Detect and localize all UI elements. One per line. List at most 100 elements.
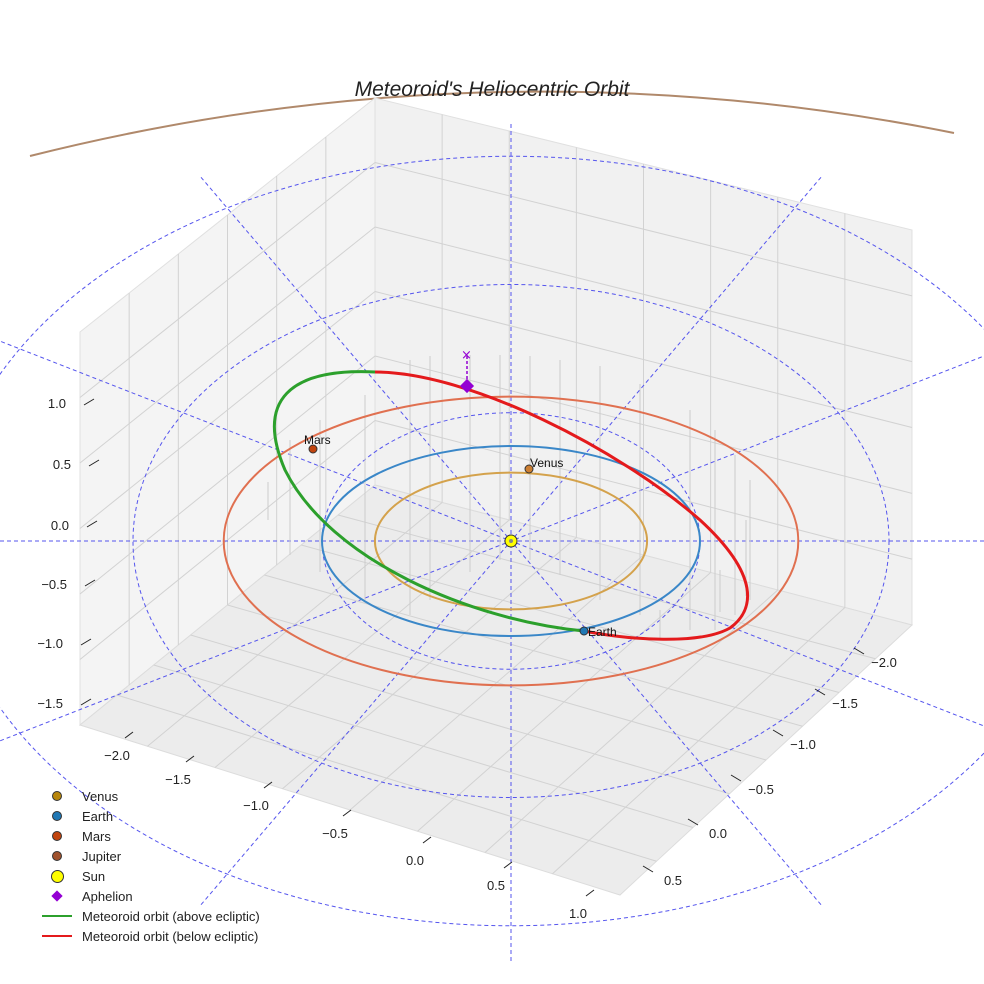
meteoroid-orbit-above [273,370,585,633]
z-tick-label-mark [84,579,96,587]
venus-marker [524,464,534,474]
gridline [349,554,644,811]
x-tick-label-mark [585,889,595,897]
legend: Venus Earth Mars Jupiter Sun Aphelion Meteoroi… [40,786,260,946]
x-tick-label: −1.0 [243,798,269,813]
z-axis-ticks: 1.0 0.5 0.0 −0.5 −1.0 −1.5 [37,396,100,711]
z-tick-label: −1.0 [37,636,63,651]
earth-marker [579,626,589,636]
legend-entry: Sun [40,866,260,886]
x-axis-ticks: −2.0 −1.5 −1.0 −0.5 0.0 0.5 1.0 [104,731,595,921]
aphelion-marker [459,378,475,394]
legend-entry: Meteoroid orbit (below ecliptic) [40,926,260,946]
legend-label: Venus [82,788,119,804]
earth-label: Earth [588,625,617,639]
legend-swatch [40,786,74,806]
legend-swatch [40,926,74,946]
y-tick-label-mark [642,865,654,873]
y-tick-label: −1.0 [790,737,816,752]
gridline [484,589,779,853]
x-tick-label: 0.0 [406,853,424,868]
chart-title: Meteoroid's Heliocentric Orbit [355,78,631,101]
z-tick-label: −1.5 [37,696,63,711]
legend-label: Earth [82,808,114,824]
gridline [417,572,711,832]
legend-entry: Meteoroid orbit (above ecliptic) [40,906,260,926]
gridline [79,420,376,660]
y-tick-label: −0.5 [748,782,774,797]
axes-box [78,96,914,896]
x-tick-label-mark [422,836,432,844]
legend-label: Jupiter [82,848,122,864]
y-tick-label-mark [730,774,742,782]
legend-swatch [40,866,74,886]
drop-lines [267,355,751,640]
y-tick-label-mark [687,818,699,826]
x-tick-label-mark [124,731,134,739]
gridline [337,514,876,660]
mars-label: Mars [304,433,331,447]
z-tick-label-mark [83,398,95,406]
y-tick-label: 0.5 [664,873,682,888]
legend-swatch [40,826,74,846]
meteoroid-orbit-below [374,370,749,641]
legend-label: Aphelion [82,888,133,904]
z-tick-label: −0.5 [41,577,67,592]
gridline [374,226,913,363]
y-tick-label: −2.0 [871,655,897,670]
legend-label: Meteoroid orbit (above ecliptic) [82,908,260,924]
y-tick-label-mark [814,688,826,696]
y-axis-ticks: −2.0 −1.5 −1.0 −0.5 0.0 0.5 [642,647,897,888]
gridline [374,355,913,494]
z-tick-label: 0.0 [51,518,69,533]
gridline [264,574,803,727]
x-tick-label: 1.0 [569,906,587,921]
y-tick-label: −1.5 [832,696,858,711]
gridline [374,420,913,560]
legend-entry: Venus [40,786,260,806]
z-tick-label: 0.5 [53,457,71,472]
z-tick-label-mark [88,459,100,467]
y-tick-label-mark [853,647,865,655]
sun-core [509,539,513,543]
y-tick-label: 0.0 [709,826,727,841]
jupiter-orbit [29,90,955,157]
legend-swatch [40,886,74,906]
earth-orbit [321,445,701,637]
legend-label: Mars [82,828,111,844]
legend-entry: Earth [40,806,260,826]
z-tick-label-mark [80,638,92,646]
reference-circle [0,155,984,927]
legend-entry: Mars [40,826,260,846]
legend-entry: Jupiter [40,846,260,866]
mars-orbit [222,395,800,687]
legend-label: Sun [82,868,106,884]
venus-label: Venus [530,456,563,470]
venus-orbit [373,471,649,611]
gridline [374,162,913,297]
z-tick-label: 1.0 [48,396,66,411]
x-tick-label: −0.5 [322,826,348,841]
gridline [374,291,913,428]
gridline [552,607,846,875]
legend-entry: Aphelion [40,886,260,906]
mars-marker [308,444,318,454]
z-tick-label-mark [86,520,98,528]
x-tick-label-mark [503,861,513,869]
gridlines [79,114,913,875]
legend-label: Meteoroid orbit (below ecliptic) [82,928,259,944]
x-tick-label: −1.5 [165,772,191,787]
z-tick-label-mark [80,698,92,706]
x-tick-label-mark [185,755,195,763]
legend-swatch [40,846,74,866]
legend-swatch [40,906,74,926]
y-tick-label-mark [772,729,784,737]
x-tick-label: −2.0 [104,748,130,763]
x-tick-label-mark [342,809,352,817]
x-tick-label-mark [263,781,273,789]
x-tick-label: 0.5 [487,878,505,893]
aphelion-projection-marker: × [461,348,472,363]
legend-swatch [40,806,74,826]
